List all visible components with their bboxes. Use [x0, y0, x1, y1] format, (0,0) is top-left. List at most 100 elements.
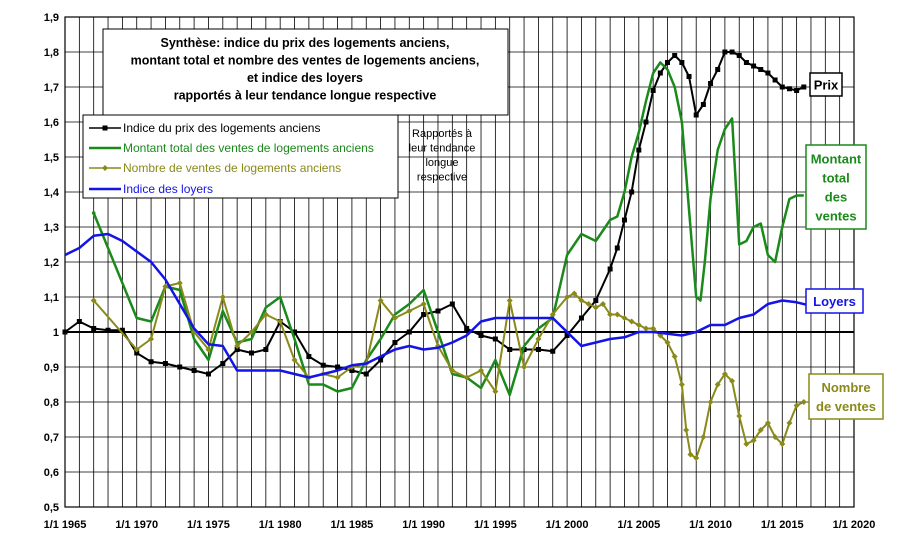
data-point	[291, 357, 298, 363]
data-point	[162, 361, 168, 366]
data-point	[758, 67, 764, 72]
data-point	[478, 333, 484, 338]
data-point	[772, 77, 778, 83]
data-point	[686, 74, 692, 79]
data-point	[687, 451, 694, 458]
chart-title-line: et indice des loyers	[247, 71, 363, 85]
data-point	[657, 70, 663, 76]
data-point	[234, 343, 241, 349]
data-point	[607, 266, 613, 272]
legend-item: Indice des loyers	[89, 182, 213, 196]
data-point	[363, 371, 369, 377]
data-point	[449, 301, 455, 307]
x-tick-label: 1/1 2020	[833, 519, 876, 531]
data-point	[306, 354, 312, 359]
data-point	[786, 420, 793, 426]
data-point	[449, 367, 456, 374]
side-label-frame	[805, 288, 864, 314]
data-point	[148, 336, 155, 342]
legend-label: Nombre de ventes de logements anciens	[123, 161, 341, 175]
data-point	[736, 53, 742, 58]
data-point	[263, 347, 269, 352]
x-tick-label: 1/1 2015	[761, 519, 804, 531]
data-point	[700, 434, 707, 440]
data-point	[378, 357, 384, 363]
data-point	[643, 119, 649, 125]
y-tick-label: 1,7	[44, 82, 59, 94]
y-tick-label: 0,9	[44, 362, 59, 374]
data-point	[750, 437, 757, 444]
series-line	[92, 61, 804, 397]
y-tick-label: 1,6	[44, 117, 59, 129]
data-point	[133, 346, 140, 353]
note-text-line: longue	[425, 157, 458, 169]
y-tick-label: 1,8	[44, 47, 59, 59]
note-text-line: Rapportés à	[412, 128, 473, 140]
data-point	[248, 329, 255, 335]
y-tick-label: 1,3	[44, 222, 59, 234]
data-point	[736, 413, 743, 419]
x-tick-label: 1/1 2000	[546, 519, 589, 531]
data-point	[628, 318, 635, 325]
data-point	[650, 325, 657, 332]
data-point	[592, 304, 599, 311]
data-point	[421, 312, 427, 317]
data-point	[463, 374, 470, 381]
legend-marker	[102, 165, 108, 171]
data-point	[599, 301, 606, 307]
side-label-frame	[809, 72, 843, 97]
data-point	[794, 88, 800, 93]
y-tick-label: 0,7	[44, 432, 59, 444]
y-tick-label: 1,9	[44, 12, 59, 24]
x-tick-label: 1/1 1980	[259, 519, 302, 531]
legend-item: Montant total des ventes de logements an…	[89, 141, 374, 155]
data-point	[148, 359, 154, 365]
data-point	[607, 311, 614, 318]
data-point	[349, 368, 355, 373]
series-line	[64, 232, 812, 379]
side-label-montant: Montant total des ventes	[805, 144, 867, 230]
data-point	[793, 402, 800, 409]
y-tick-label: 0,5	[44, 502, 59, 514]
side-label-text: Prix	[814, 78, 839, 93]
data-point	[801, 84, 807, 90]
axes: 0,5 0,6 0,7 0,8 0,9 1 1,1 1,2 1,3 1,4 1,5 1,6 1,7 1,8…	[44, 12, 876, 531]
data-point	[334, 374, 341, 381]
data-point	[683, 427, 690, 433]
data-point	[722, 49, 728, 55]
data-point	[134, 350, 140, 356]
data-point	[635, 322, 642, 328]
data-point	[629, 189, 635, 195]
data-point	[786, 86, 792, 92]
data-point	[535, 347, 541, 352]
data-point	[492, 336, 498, 342]
data-point	[91, 326, 97, 331]
chart-title-line: montant total et nombre des ventes de lo…	[131, 54, 480, 68]
data-point	[614, 311, 621, 318]
data-point	[650, 88, 656, 93]
y-tick-label: 0,8	[44, 397, 59, 409]
side-label-text: ventes	[815, 209, 856, 224]
data-point	[743, 60, 749, 65]
data-point	[377, 297, 384, 304]
series-indice-des-loyers	[64, 232, 812, 379]
note-text-line: leur tendance	[409, 143, 476, 155]
data-point	[715, 67, 721, 72]
data-point	[506, 297, 513, 304]
data-point	[320, 362, 326, 368]
data-point	[593, 298, 599, 303]
data-point	[585, 301, 592, 307]
data-point	[578, 315, 584, 321]
y-tick-label: 1,5	[44, 152, 59, 164]
data-point	[176, 280, 183, 286]
data-point	[672, 53, 678, 58]
data-point	[729, 49, 735, 55]
data-point	[564, 294, 571, 300]
x-tick-label: 1/1 1995	[474, 519, 517, 531]
x-tick-label: 1/1 1990	[402, 519, 445, 531]
legend-label: Indice des loyers	[123, 182, 213, 196]
data-point	[478, 367, 485, 374]
series-nombre-de-ventes-de-logements-anciens	[90, 280, 807, 461]
data-point	[707, 399, 714, 405]
legend-label: Montant total des ventes de logements an…	[123, 141, 374, 155]
